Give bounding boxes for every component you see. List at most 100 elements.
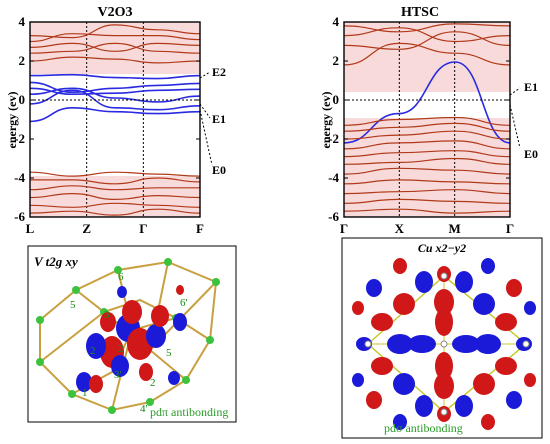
cu-orbital-lobe [524, 301, 536, 315]
v2o3-band-line-t2g [29, 89, 201, 111]
v2o3-band-line-upper [29, 42, 201, 52]
cu-atom [440, 272, 448, 280]
v2o3-band-line-lower [29, 208, 201, 216]
cu-atom [522, 340, 530, 348]
v-t2g-orbital-lobes [76, 285, 187, 393]
cu-orbital-lobe [495, 313, 517, 331]
v2o3-y-axis-label: energy (ev) [5, 92, 19, 149]
cu-orbital-lobe [393, 293, 415, 315]
v2o3-band-line-upper [29, 56, 201, 64]
v-t2g-site-label: 2 [150, 377, 156, 389]
htsc-band-line-x2-y2 [343, 61, 511, 144]
v2o3-y-tick-label: 4 [19, 14, 26, 29]
htsc-band-line-lower [343, 198, 511, 204]
cu-orbital-lobe [506, 391, 522, 409]
htsc-plot-frame [343, 21, 511, 218]
htsc-band-line-lower [343, 130, 511, 140]
v2o3-x-tick-label: L [26, 221, 35, 236]
v2o3-band-line-lower [29, 192, 201, 201]
htsc-y-axis-label: energy (ev) [319, 92, 333, 149]
v2o3-y-tick-label: -2 [14, 131, 25, 146]
cu-orbital-lobe [371, 357, 393, 375]
htsc-e1-leader [509, 87, 521, 96]
cu-orbital-lobe [455, 271, 473, 293]
cu-orbital-lobe [435, 352, 453, 380]
v-t2g-site-label: 3' [114, 369, 122, 381]
htsc-annotation-e0: E0 [524, 147, 538, 161]
cu-orbital-lobe [475, 334, 501, 354]
htsc-y-tick-label: -6 [328, 209, 339, 224]
cu-orbital-lobes [352, 258, 536, 430]
v2o3-band-line-lower [29, 202, 201, 208]
cu-orbital-lobe [393, 414, 407, 430]
v2o3-band-line-t2g [29, 73, 201, 80]
cu-x2y2-orbital-panel: Cu x2−y2 pdσ antibonding [341, 237, 543, 439]
v2o3-chart-title: V2O3 [98, 5, 133, 20]
htsc-band-line-upper [343, 42, 511, 66]
v-t2g-site-label: 6 [118, 271, 124, 283]
v-t2g-site-label: 2 [118, 343, 124, 355]
htsc-band-line-lower [343, 150, 511, 158]
htsc-band-line-lower [343, 157, 511, 165]
cu-atom [440, 340, 448, 348]
cu-orbital-lobe [506, 279, 522, 297]
htsc-y-tick-label: -4 [328, 170, 339, 185]
htsc-band-line-lower [343, 189, 511, 195]
htsc-e0-leader [509, 104, 521, 149]
v2o3-y-tick-label: 2 [19, 53, 26, 68]
cu-orbital-lobe [435, 308, 453, 336]
v2o3-y-tick-label: 0 [19, 92, 26, 107]
htsc-chart-title: HTSC [401, 5, 439, 20]
cu-orbital-lobe [524, 373, 536, 387]
v2o3-e1-leader [199, 103, 211, 119]
cu-orbital-lobe [393, 258, 407, 274]
v-t2g-panel-caption: pdπ antibonding [150, 405, 228, 419]
v-t2g-orbital-panel: V t2g xy [27, 245, 237, 423]
cu-panel-caption: pdσ antibonding [384, 421, 463, 435]
cu-orbital-lobe [366, 391, 382, 409]
cu-orbital-lobe [434, 289, 454, 315]
cu-atom [440, 408, 448, 416]
v2o3-band-line-upper [29, 42, 201, 54]
v-t2g-site-label: 1 [82, 387, 88, 399]
v2o3-x-tick-label: Γ [139, 221, 147, 236]
cu-atom [364, 340, 372, 348]
htsc-y-tick-label: 4 [333, 14, 340, 29]
cu-orbital-lobe [352, 301, 364, 315]
v2o3-y-tick-label: -6 [14, 209, 25, 224]
v-t2g-site-label: 3 [104, 309, 110, 321]
cu-orbital-lobe [393, 373, 415, 395]
htsc-band-line-upper [343, 31, 511, 50]
htsc-annotation-e1: E1 [524, 80, 538, 94]
v2o3-e0-leader [199, 109, 213, 166]
htsc-x-tick-label: Γ [340, 221, 348, 236]
htsc-band-line-upper [343, 23, 511, 33]
v-t2g-site-label: 4' [140, 403, 148, 415]
cu-orbital-lobe [387, 334, 413, 354]
v2o3-y-tick-label: -4 [14, 170, 25, 185]
cu-orbital-lobe [495, 357, 517, 375]
v2o3-annotation-e0: E0 [212, 163, 226, 177]
v2o3-e2-leader [199, 71, 211, 79]
v-t2g-site-label: 6' [180, 297, 188, 309]
cu-orbital-lobe [408, 335, 436, 353]
cu-orbital-lobe [434, 373, 454, 399]
v2o3-band-line-upper [29, 33, 201, 43]
htsc-band-line-lower [343, 179, 511, 185]
cu-orbital-lobe [455, 395, 473, 417]
cu-orbital-lobe [352, 373, 364, 387]
htsc-band-line-lower [343, 208, 511, 214]
v2o3-annotation-e2: E2 [212, 65, 226, 79]
htsc-band-line-lower [343, 122, 511, 132]
htsc-x-tick-label: M [449, 221, 461, 236]
htsc-y-tick-label: 0 [333, 92, 340, 107]
cu-orbital-lobe [371, 313, 393, 331]
cu-orbital-lobe [366, 279, 382, 297]
v-t2g-panel-title: V t2g xy [34, 254, 78, 269]
v2o3-annotation-e1: E1 [212, 112, 226, 126]
v2o3-x-tick-label: F [196, 221, 204, 236]
cu-orbital-lobe [473, 293, 495, 315]
cu-orbital-lobe [473, 373, 495, 395]
htsc-x-tick-label: X [395, 221, 405, 236]
